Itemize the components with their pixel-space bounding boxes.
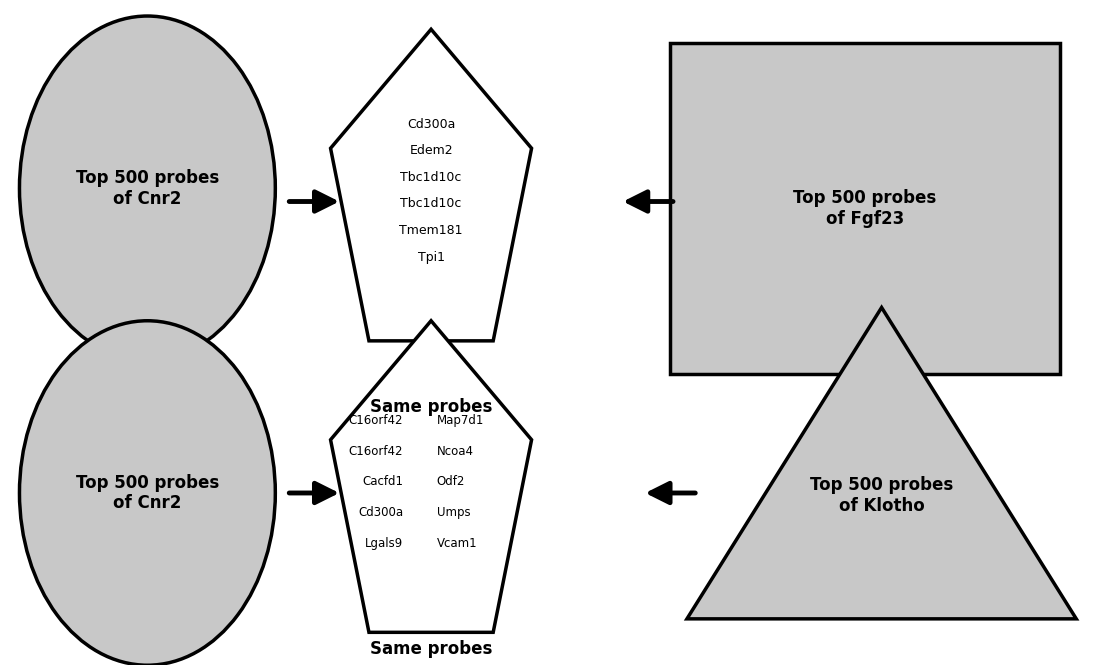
Text: Tpi1: Tpi1 bbox=[417, 250, 445, 264]
Text: Top 500 probes
of Fgf23: Top 500 probes of Fgf23 bbox=[794, 189, 937, 228]
Text: Cd300a: Cd300a bbox=[407, 118, 455, 130]
Text: Same probes: Same probes bbox=[370, 398, 492, 416]
Text: Top 500 probes
of Cnr2: Top 500 probes of Cnr2 bbox=[76, 474, 219, 512]
Text: C16orf42: C16orf42 bbox=[349, 414, 404, 427]
Ellipse shape bbox=[19, 321, 275, 665]
Polygon shape bbox=[331, 321, 531, 633]
Text: Top 500 probes
of Cnr2: Top 500 probes of Cnr2 bbox=[76, 169, 219, 208]
Bar bbox=[671, 43, 1060, 374]
Text: Top 500 probes
of Klotho: Top 500 probes of Klotho bbox=[809, 476, 954, 515]
Polygon shape bbox=[686, 307, 1077, 619]
Text: Cacfd1: Cacfd1 bbox=[362, 476, 404, 488]
Text: Tbc1d10c: Tbc1d10c bbox=[400, 171, 462, 184]
Text: Edem2: Edem2 bbox=[409, 144, 453, 157]
Ellipse shape bbox=[19, 16, 275, 361]
Text: C16orf42: C16orf42 bbox=[349, 445, 404, 458]
Text: Umps: Umps bbox=[437, 506, 471, 519]
Text: Same probes: Same probes bbox=[370, 640, 492, 658]
Text: Ncoa4: Ncoa4 bbox=[437, 445, 474, 458]
Text: Cd300a: Cd300a bbox=[358, 506, 404, 519]
Text: Lgals9: Lgals9 bbox=[364, 536, 404, 550]
Text: Tbc1d10c: Tbc1d10c bbox=[400, 197, 462, 210]
Text: Map7d1: Map7d1 bbox=[437, 414, 484, 427]
Text: Odf2: Odf2 bbox=[437, 476, 465, 488]
Polygon shape bbox=[331, 29, 531, 341]
Text: Tmem181: Tmem181 bbox=[399, 224, 463, 237]
Text: Vcam1: Vcam1 bbox=[437, 536, 477, 550]
